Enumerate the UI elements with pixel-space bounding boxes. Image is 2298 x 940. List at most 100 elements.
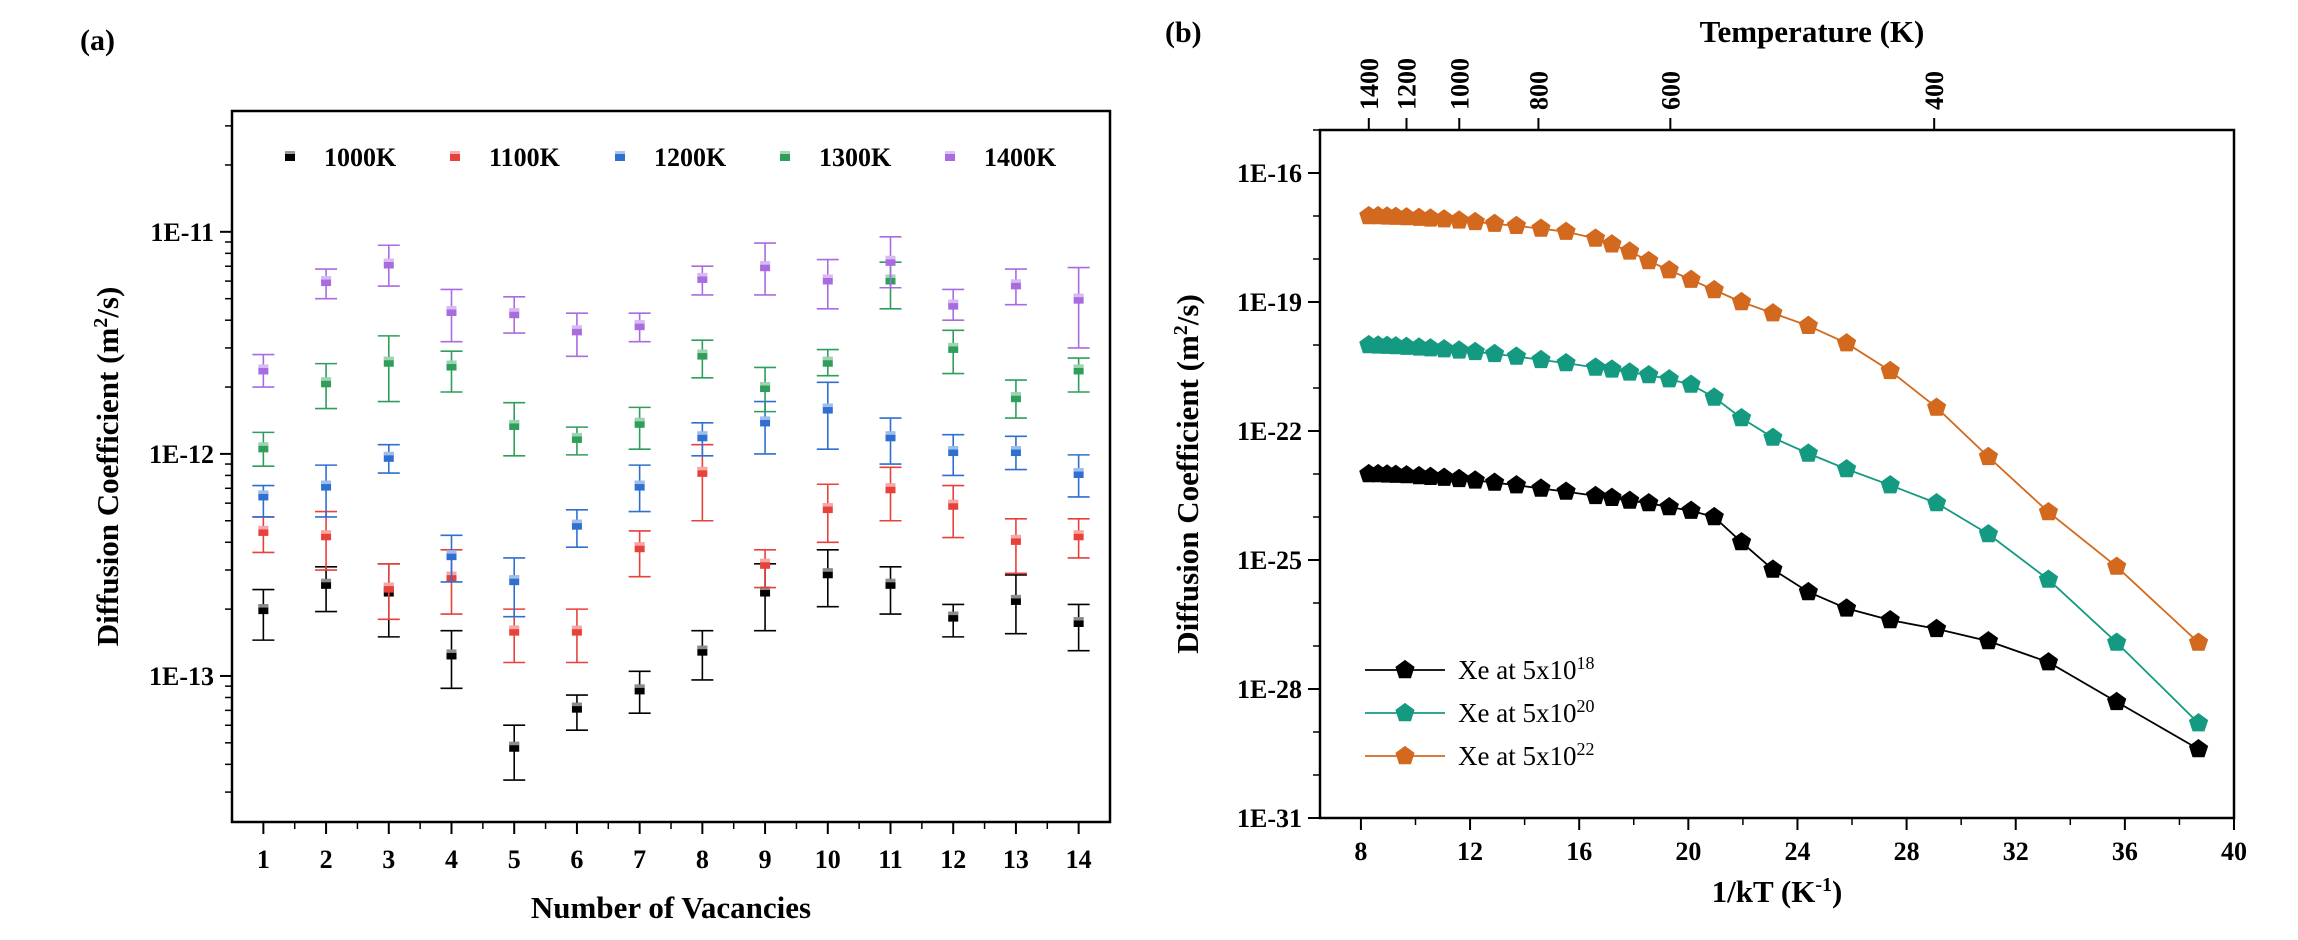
- panel-a: (a)1 2 3 4 5 6 7 8 9 10 11 12 13 141E-131E-121E-11Num…: [80, 24, 1112, 925]
- data-point-highlight: [509, 308, 520, 312]
- data-point-highlight: [383, 582, 394, 587]
- series-0: [1359, 463, 2209, 758]
- data-point: [1449, 210, 1469, 229]
- x-tick-label: 13: [1003, 845, 1029, 874]
- legend-marker: [1395, 702, 1415, 722]
- data-point: [1073, 293, 1084, 304]
- data-point: [1585, 228, 1606, 247]
- data-point: [822, 356, 833, 367]
- data-point: [822, 274, 833, 285]
- data-point: [258, 442, 269, 453]
- x-tick-label: 20: [1675, 837, 1701, 866]
- x-axis-label-text: 1/kT (K: [1712, 874, 1816, 909]
- data-point: [321, 480, 332, 491]
- data-point: [321, 377, 332, 388]
- data-point-highlight: [634, 542, 645, 546]
- data-point: [571, 519, 582, 530]
- data-point-highlight: [321, 377, 332, 381]
- data-point: [571, 625, 582, 636]
- data-point: [1485, 213, 1505, 232]
- data-point: [1485, 343, 1505, 363]
- legend-label: 1400K: [984, 143, 1057, 172]
- data-point-highlight: [571, 625, 582, 630]
- data-point: [1010, 446, 1021, 457]
- legend-marker: [1395, 659, 1415, 679]
- data-point-highlight: [1010, 279, 1021, 283]
- x-tick-label: 9: [759, 845, 772, 874]
- data-point: [509, 741, 520, 752]
- panel-a-frame: [230, 109, 1112, 824]
- data-point: [1659, 496, 1679, 516]
- y-tick-label: 1E-11: [150, 218, 214, 247]
- data-point-highlight: [509, 741, 520, 746]
- data-point: [1602, 359, 1622, 378]
- data-point: [1531, 478, 1551, 497]
- data-point-highlight: [571, 432, 582, 437]
- data-point-highlight: [822, 356, 833, 361]
- data-point-highlight: [885, 483, 896, 487]
- data-point: [634, 480, 645, 491]
- data-point: [1506, 346, 1527, 365]
- data-point-highlight: [1010, 594, 1021, 599]
- x-tick-label: 8: [696, 845, 709, 874]
- data-point-highlight: [446, 649, 457, 653]
- top-x-tick-label: 400: [1920, 71, 1949, 110]
- data-point-highlight: [948, 499, 959, 504]
- legend-label: 1100K: [489, 143, 561, 172]
- data-point: [1927, 492, 1947, 512]
- data-point: [697, 645, 708, 656]
- y-tick-label: 1E-13: [149, 662, 214, 691]
- data-point-highlight: [760, 261, 771, 265]
- y-axis-label: Diffusion Coefficient (m2/s): [90, 287, 125, 647]
- data-point-highlight: [258, 442, 269, 446]
- y-tick-label: 1E-19: [1237, 288, 1302, 317]
- data-point: [1880, 609, 1900, 629]
- data-point: [885, 578, 896, 589]
- data-point: [1073, 616, 1084, 627]
- legend-marker: [780, 151, 790, 161]
- data-point-highlight: [446, 550, 457, 554]
- data-point: [1073, 364, 1084, 375]
- data-point: [1531, 349, 1551, 369]
- data-point-highlight: [1073, 468, 1084, 472]
- y-axis-label-end: /s): [1170, 294, 1205, 326]
- data-point: [634, 417, 645, 428]
- data-point-highlight: [509, 575, 520, 579]
- x-tick-label: 7: [633, 845, 646, 874]
- data-point: [1880, 360, 1900, 380]
- data-point: [1602, 234, 1622, 253]
- y-tick-label: 1E-12: [149, 440, 214, 469]
- data-point: [2188, 738, 2209, 758]
- series-1400K: [252, 235, 1090, 388]
- data-point-highlight: [948, 342, 959, 347]
- data-point: [1506, 215, 1527, 234]
- data-point: [2188, 713, 2209, 732]
- data-point: [1927, 618, 1947, 638]
- data-point-highlight: [571, 325, 582, 329]
- data-point-highlight: [697, 272, 708, 277]
- data-point: [321, 276, 332, 287]
- data-point: [1681, 374, 1701, 393]
- data-point: [697, 349, 708, 360]
- data-point-highlight: [1073, 530, 1084, 534]
- data-point: [1010, 279, 1021, 290]
- data-point: [885, 431, 896, 442]
- y-axis-label-sup: 2: [90, 318, 112, 328]
- legend-label: 1200K: [654, 143, 727, 172]
- data-point: [1836, 458, 1857, 478]
- series-1100K: [252, 443, 1090, 664]
- y-tick-label: 1E-16: [1237, 159, 1302, 188]
- x-axis-label: Number of Vacancies: [531, 890, 811, 925]
- legend-label-sup: 20: [1576, 696, 1594, 716]
- data-point: [697, 272, 708, 283]
- x-tick-label: 40: [2221, 837, 2247, 866]
- data-point: [1704, 279, 1724, 299]
- x-tick-label: 2: [320, 845, 333, 874]
- data-point: [509, 625, 520, 636]
- panel-b: (b) 8 12 16 20 24 28 32 36 40 1400 1200 1000 800 600 40…: [1165, 14, 2247, 909]
- top-x-tick-label: 800: [1524, 71, 1553, 110]
- data-point: [1449, 340, 1469, 359]
- x-tick-label: 24: [1784, 837, 1810, 866]
- data-point: [1449, 468, 1469, 488]
- data-point-highlight: [634, 684, 645, 688]
